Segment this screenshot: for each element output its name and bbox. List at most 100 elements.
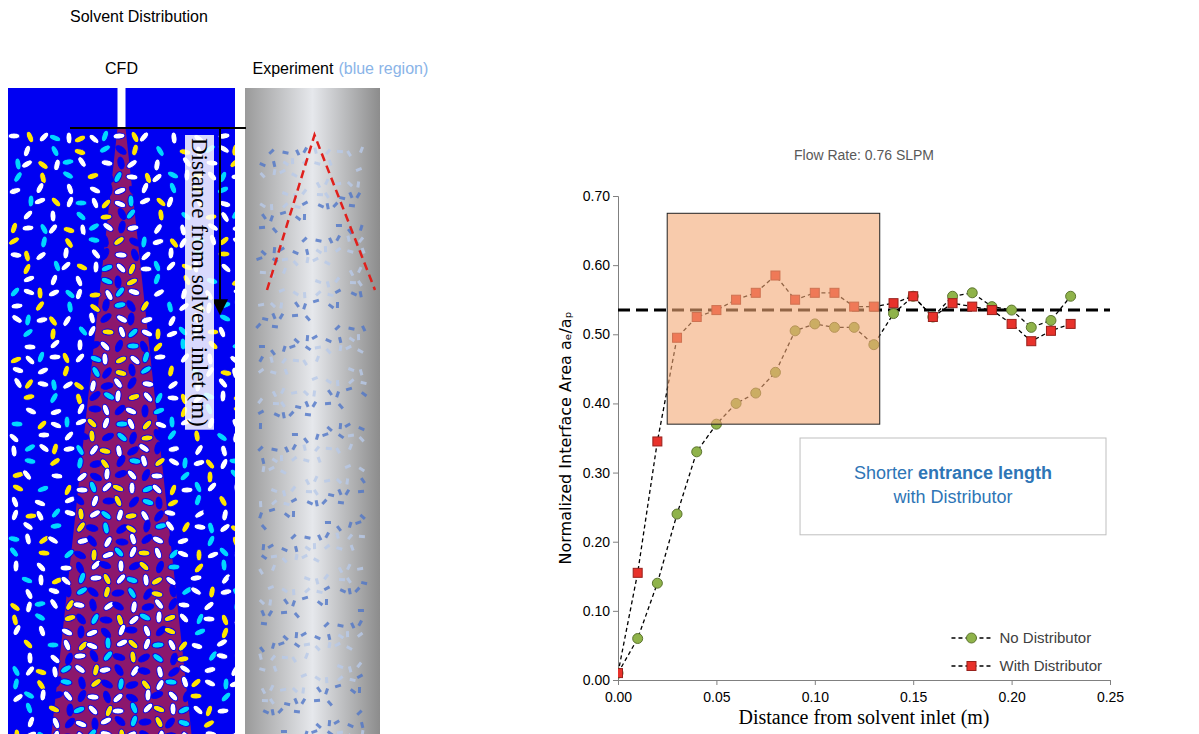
experiment-packing bbox=[258, 368, 265, 374]
experiment-packing bbox=[313, 543, 316, 549]
experiment-packing bbox=[333, 719, 340, 725]
cfd-packing bbox=[125, 693, 138, 704]
cfd-packing bbox=[63, 614, 76, 623]
cfd-packing bbox=[151, 590, 164, 598]
experiment-packing bbox=[280, 455, 283, 461]
experiment-packing bbox=[259, 599, 265, 605]
cfd-packing bbox=[76, 457, 84, 470]
experiment-packing bbox=[348, 336, 355, 342]
cfd-packing bbox=[8, 601, 21, 613]
experiment-packing bbox=[314, 161, 321, 166]
data-point bbox=[889, 299, 898, 308]
cfd-packing bbox=[141, 434, 154, 441]
cfd-packing bbox=[229, 664, 235, 677]
cfd-packing bbox=[203, 666, 216, 675]
experiment-packing bbox=[315, 290, 322, 296]
cfd-packing bbox=[33, 611, 46, 622]
cfd-packing bbox=[25, 130, 35, 143]
y-axis-tick: 0.30 bbox=[583, 465, 618, 481]
cfd-packing bbox=[36, 484, 49, 494]
cfd-packing bbox=[230, 693, 235, 703]
cfd-packing bbox=[232, 431, 235, 444]
cfd-packing bbox=[103, 468, 110, 480]
cfd-packing bbox=[183, 626, 189, 638]
cfd-packing bbox=[143, 520, 151, 533]
experiment-packing bbox=[317, 193, 323, 196]
cfd-packing bbox=[178, 612, 190, 625]
cfd-packing bbox=[155, 560, 165, 573]
cfd-packing bbox=[128, 431, 137, 444]
experiment-packing bbox=[270, 349, 276, 356]
cfd-packing bbox=[138, 560, 151, 573]
experiment-packing bbox=[284, 702, 291, 706]
cfd-packing bbox=[196, 549, 202, 561]
cfd-packing bbox=[25, 513, 37, 520]
cfd-packing bbox=[180, 561, 191, 574]
experiment-packing bbox=[324, 179, 329, 186]
experiment-label: Experiment(blue region) bbox=[253, 60, 429, 77]
cfd-packing bbox=[155, 303, 168, 311]
cfd-packing bbox=[232, 392, 235, 402]
plot-area bbox=[618, 213, 1110, 678]
cfd-packing bbox=[102, 572, 113, 585]
cfd-packing bbox=[87, 340, 100, 350]
experiment-packing bbox=[326, 426, 332, 432]
cfd-packing bbox=[231, 236, 235, 247]
cfd-packing bbox=[167, 690, 180, 703]
annotation-text: Shorterentrance lengthwith Distributor bbox=[854, 463, 1052, 507]
cfd-packing bbox=[10, 495, 20, 508]
experiment-packing bbox=[259, 667, 266, 672]
cfd-packing bbox=[22, 287, 35, 297]
data-point bbox=[948, 299, 957, 308]
experiment-packing bbox=[358, 490, 364, 494]
data-point bbox=[1066, 319, 1075, 328]
experiment-packing bbox=[317, 600, 324, 606]
experiment-packing bbox=[317, 534, 322, 541]
cfd-packing bbox=[87, 704, 100, 717]
cfd-packing bbox=[87, 693, 99, 700]
cfd-packing bbox=[203, 560, 216, 569]
legend-label: With Distributor bbox=[999, 657, 1102, 674]
cfd-packing bbox=[230, 417, 235, 430]
cfd-packing bbox=[36, 380, 49, 389]
cfd-packing bbox=[230, 261, 235, 274]
experiment-packing bbox=[337, 664, 344, 669]
cfd-packing bbox=[62, 638, 72, 651]
experiment-packing bbox=[261, 554, 268, 560]
cfd-packing bbox=[154, 391, 165, 404]
experiment-packing bbox=[291, 444, 297, 451]
cfd-packing bbox=[153, 377, 162, 390]
cfd-packing bbox=[48, 484, 60, 497]
experiment-packing bbox=[290, 534, 296, 540]
cfd-packing bbox=[20, 158, 33, 169]
experiment-packing bbox=[344, 422, 351, 428]
cfd-packing bbox=[37, 456, 45, 469]
cfd-packing bbox=[115, 276, 122, 288]
cfd-packing bbox=[51, 442, 60, 455]
cfd-packing bbox=[115, 638, 128, 649]
cfd-packing bbox=[220, 691, 233, 704]
experiment-image bbox=[245, 88, 380, 734]
cfd-packing bbox=[103, 498, 115, 505]
data-point bbox=[1007, 319, 1016, 328]
cfd-packing bbox=[190, 641, 203, 650]
experiment-packing bbox=[336, 302, 339, 308]
cfd-packing bbox=[47, 314, 59, 327]
cfd-packing bbox=[12, 678, 20, 691]
cfd-packing bbox=[166, 225, 179, 233]
experiment-background bbox=[245, 88, 380, 734]
cfd-packing bbox=[126, 586, 137, 599]
cfd-packing bbox=[163, 613, 176, 623]
cfd-packing bbox=[170, 132, 177, 145]
cfd-packing bbox=[166, 469, 176, 482]
cfd-packing bbox=[190, 693, 202, 699]
cfd-packing bbox=[38, 574, 44, 586]
cfd-packing bbox=[216, 185, 229, 195]
cfd-packing bbox=[153, 159, 161, 172]
y-axis-tick-label: 0.60 bbox=[583, 257, 610, 273]
cfd-packing bbox=[12, 207, 22, 220]
experiment-packing bbox=[258, 410, 265, 416]
cfd-packing bbox=[60, 678, 73, 686]
cfd-packing bbox=[217, 288, 229, 301]
cfd-packing bbox=[215, 637, 228, 648]
